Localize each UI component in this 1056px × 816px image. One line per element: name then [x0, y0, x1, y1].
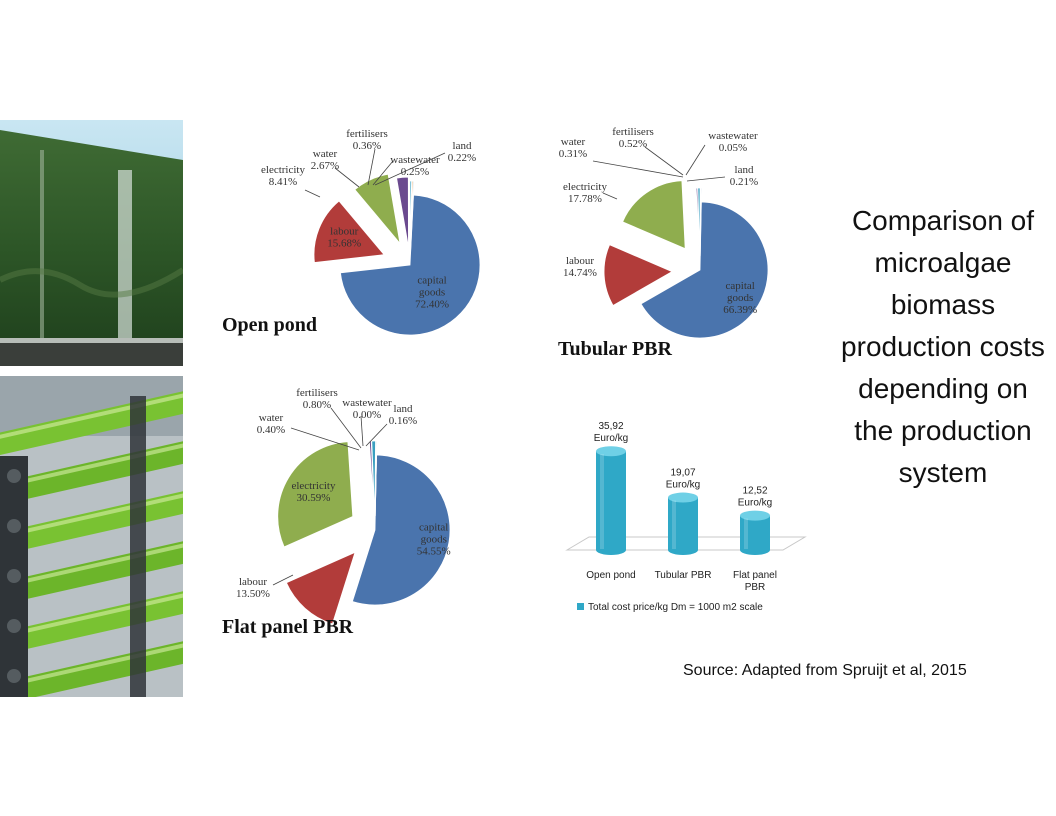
pie-label-water: water 2.67%: [311, 148, 339, 172]
pie-label-land: land 0.16%: [389, 403, 417, 427]
flat-panel-pbr-title: Flat panel PBR: [222, 616, 354, 638]
total-cost-bar-chart: 35,92 Euro/kg Open pond 19,07 Euro/kg Tubular…: [555, 400, 815, 620]
leader-line-fertilisers: [644, 146, 684, 176]
leader-line-water: [592, 160, 684, 178]
source-citation: Source: Adapted from Spruijt et al, 2015: [683, 662, 967, 679]
pie-label-fertilisers: fertilisers 0.36%: [346, 128, 388, 152]
pie-label-labour: labour 15.68%: [327, 225, 361, 249]
pie-slice-capital-goods: [351, 454, 451, 606]
pie-label-electricity: electricity 8.41%: [261, 164, 305, 188]
pie-label-water: water 0.31%: [559, 136, 587, 160]
leader-line-land: [365, 423, 388, 447]
leader-line-wastewater: [372, 160, 394, 186]
leader-line-water: [290, 427, 360, 451]
pie-label-electricity: electricity 30.59%: [291, 480, 335, 504]
bar-tubular-pbr: [668, 492, 698, 555]
bar-flat-panel-pbr: [740, 510, 770, 555]
pie-label-water: water 0.40%: [257, 412, 285, 436]
pie-label-electricity: electricity 17.78%: [563, 181, 607, 205]
pie-slice-water: [396, 176, 409, 248]
pie-slice-capital-goods: [640, 201, 769, 339]
pie-label-wastewater: wastewater 0.05%: [708, 130, 758, 154]
bar-data-label-open-pond: 35,92 Euro/kg: [594, 421, 628, 444]
bar-category-tubular-pbr: Tubular PBR: [655, 570, 712, 581]
pie-label-capital-goods: capital goods 54.55%: [417, 522, 451, 558]
pie-slice-electricity: [622, 180, 686, 250]
bar-category-open-pond: Open pond: [586, 570, 636, 581]
pie-label-capital-goods: capital goods 66.39%: [723, 280, 757, 316]
flat-panel-reactor-photo: [0, 120, 183, 366]
pie-slice-electricity: [354, 173, 401, 245]
leader-line-labour: [272, 574, 294, 586]
leader-line-electricity: [602, 192, 618, 200]
pie-slice-land: [410, 180, 415, 252]
pie-label-fertilisers: fertilisers 0.52%: [612, 126, 654, 150]
bar-category-flat-panel-pbr: Flat panel PBR: [733, 570, 777, 593]
leader-line-wastewater: [360, 415, 364, 447]
pie-slice-land: [699, 187, 702, 257]
slide-title: Comparison of microalgae biomass product…: [841, 205, 1045, 488]
pie-slice-land: [374, 440, 378, 517]
leader-line-water: [334, 167, 360, 188]
pie-label-capital-goods: capital goods 72.40%: [415, 274, 449, 310]
open-pond-title: Open pond: [222, 314, 318, 336]
legend-swatch: [577, 603, 584, 610]
leader-line-wastewater: [685, 144, 706, 176]
pie-label-land: land 0.22%: [448, 140, 476, 164]
pie-slice-fertilisers: [371, 440, 376, 517]
pie-label-wastewater: wastewater 0.25%: [390, 154, 440, 178]
pie-slice-labour: [313, 200, 385, 263]
legend-label: Total cost price/kg Dm = 1000 m2 scale: [588, 602, 763, 613]
pie-label-fertilisers: fertilisers 0.80%: [296, 387, 338, 411]
leader-line-electricity: [304, 189, 321, 198]
flat-panel-pbr-pie-chart: capital goods 54.55% labour 13.50% electricit…: [235, 380, 525, 625]
tubular-reactor-photo: [0, 376, 183, 697]
pie-label-land: land 0.21%: [730, 164, 758, 188]
tubular-pbr-title: Tubular PBR: [558, 338, 672, 360]
leader-line-fertilisers: [367, 148, 376, 186]
pie-slice-labour: [603, 244, 673, 307]
pie-slice-labour: [285, 551, 356, 625]
pie-slice-capital-goods: [340, 194, 481, 336]
bar-data-label-tubular-pbr: 19,07 Euro/kg: [666, 468, 700, 491]
bar-open-pond: [596, 446, 626, 555]
leader-line-fertilisers: [330, 407, 362, 449]
pie-label-labour: labour 13.50%: [236, 576, 270, 600]
open-pond-pie-chart: capital goods 72.40% labour 15.68% electricit…: [235, 125, 525, 336]
leader-line-land: [686, 176, 726, 182]
bar-data-label-flat-panel-pbr: 12,52 Euro/kg: [738, 486, 772, 509]
pie-label-wastewater: wastewater 0.00%: [342, 397, 392, 421]
pie-label-labour: labour 14.74%: [563, 255, 597, 279]
leader-line-land: [374, 152, 446, 186]
pie-slice-electricity: [277, 441, 354, 548]
tubular-pbr-pie-chart: capital goods 66.39% labour 14.74% electricit…: [555, 125, 845, 339]
